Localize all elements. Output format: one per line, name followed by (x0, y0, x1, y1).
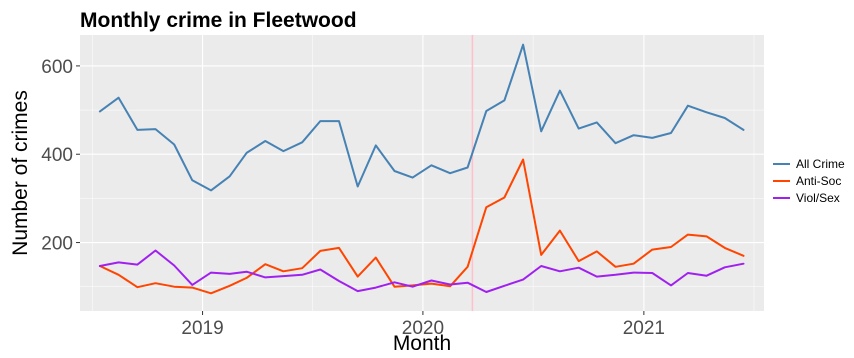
major-gridlines (80, 35, 764, 311)
x-axis-title: Month (393, 332, 451, 355)
y-tick-label: 200 (41, 234, 73, 255)
chart-title: Monthly crime in Fleetwood (80, 9, 357, 32)
minor-gridlines (80, 35, 764, 311)
x-tick-label: 2020 (402, 318, 444, 339)
legend-label-all-crime: All Crime (796, 157, 845, 171)
y-axis-title: Number of crimes (9, 90, 32, 256)
x-tick-label: 2021 (623, 318, 665, 339)
legend-label-anti-soc: Anti-Soc (796, 174, 841, 188)
plot-panel (80, 35, 764, 311)
y-axis-ticks: 200 400 600 (41, 57, 80, 255)
legend: All Crime Anti-Soc Viol/Sex (773, 157, 845, 205)
x-tick-label: 2019 (181, 318, 223, 339)
series-line-viol-sex (98, 249, 745, 293)
x-axis-ticks: 2019 2020 2021 (181, 311, 665, 339)
y-tick-label: 400 (41, 145, 73, 166)
series-line-all-crime (98, 43, 745, 192)
legend-label-viol-sex: Viol/Sex (796, 191, 840, 205)
y-tick-label: 600 (41, 57, 73, 78)
series-layer (98, 43, 745, 295)
